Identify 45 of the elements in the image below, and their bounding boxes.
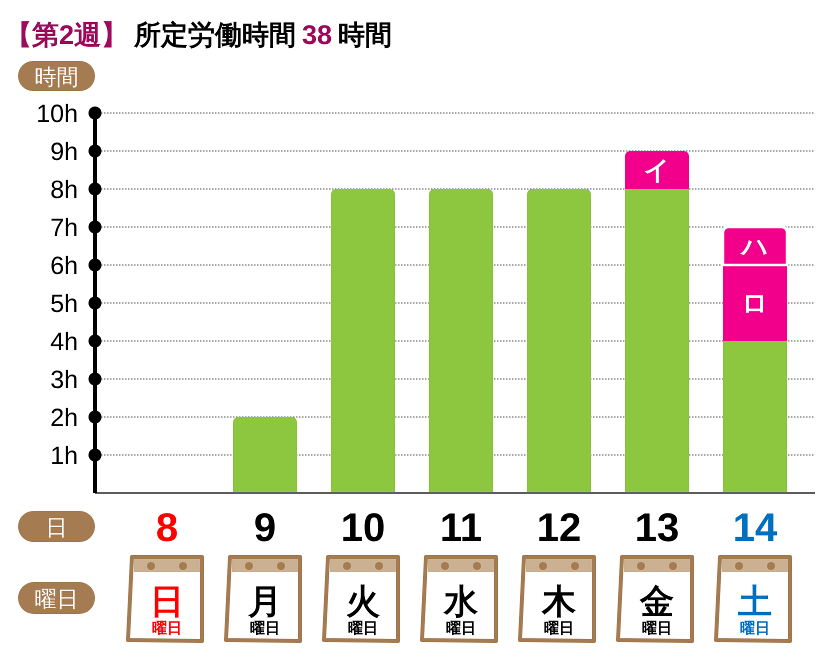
bar [233,417,297,493]
x-tick-label: 10 [340,506,386,550]
text: 曜日 [152,620,182,637]
bar [527,189,591,493]
chart-title: 【第2週】 [5,20,128,50]
bar [723,341,787,493]
y-tick-label: 3h [50,366,78,394]
text: 火 [345,583,380,621]
x-axis-title: 日 [46,515,68,540]
x-tick-label: 12 [536,506,582,550]
data-label: イ [644,155,670,185]
y-tick-label: 2h [50,404,78,432]
text: 金 [639,583,674,621]
y-tick-label: 8h [50,176,78,204]
y-tick-label: 10h [36,100,78,128]
bar [429,189,493,493]
text: 月 [247,583,282,621]
text: 曜日 [34,586,78,612]
x-tick-label: 8 [156,506,178,550]
text: 木 [541,583,576,621]
data-label: ハ [740,231,768,261]
text: 曜日 [642,620,672,637]
y-tick-label: 4h [50,328,78,356]
text: 曜日 [446,620,476,637]
text: 曜日 [740,620,770,637]
text: 水 [443,583,478,621]
bar [625,151,689,189]
y-tick-label: 9h [50,138,78,166]
y-tick-label: 7h [50,214,78,242]
text: 曜日 [544,620,574,637]
x-tick-label: 14 [732,506,778,550]
x-tick-label: 13 [634,506,680,550]
data-label: ロ [742,288,768,318]
y-tick-label: 1h [50,442,78,470]
bar [625,189,689,493]
x-tick-label: 9 [254,506,276,550]
y-tick-label: 6h [50,252,78,280]
text: 曜日 [348,620,378,637]
text: 日 [150,583,184,621]
text: 土 [737,583,772,621]
text: 曜日 [250,620,280,637]
y-tick-label: 5h [50,290,78,318]
bar [331,189,395,493]
x-tick-label: 11 [440,506,482,550]
y-axis-title: 時間 [34,64,78,90]
